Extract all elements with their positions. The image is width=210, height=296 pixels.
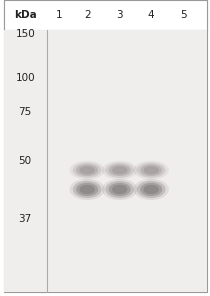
FancyBboxPatch shape [4, 0, 207, 30]
Text: 75: 75 [18, 107, 32, 118]
Ellipse shape [73, 163, 101, 178]
Text: 3: 3 [116, 10, 123, 20]
Ellipse shape [112, 185, 127, 194]
Ellipse shape [79, 166, 95, 174]
Ellipse shape [105, 181, 134, 198]
Ellipse shape [109, 164, 131, 176]
Ellipse shape [137, 163, 165, 178]
Ellipse shape [109, 183, 131, 196]
FancyBboxPatch shape [4, 30, 207, 292]
Text: 37: 37 [18, 214, 32, 224]
Ellipse shape [137, 181, 165, 198]
Text: kDa: kDa [14, 10, 37, 20]
Ellipse shape [143, 185, 159, 194]
Ellipse shape [79, 185, 95, 194]
Ellipse shape [70, 161, 105, 180]
Text: 2: 2 [84, 10, 91, 20]
Ellipse shape [102, 179, 137, 200]
Text: 1: 1 [55, 10, 62, 20]
Text: 4: 4 [148, 10, 155, 20]
Text: 50: 50 [19, 156, 32, 166]
Text: 100: 100 [15, 73, 35, 83]
Text: 5: 5 [180, 10, 187, 20]
Ellipse shape [76, 164, 98, 176]
Ellipse shape [70, 179, 105, 200]
FancyBboxPatch shape [4, 0, 207, 292]
Ellipse shape [105, 163, 134, 178]
Ellipse shape [134, 179, 169, 200]
Ellipse shape [140, 183, 162, 196]
Ellipse shape [140, 164, 162, 176]
Ellipse shape [76, 183, 98, 196]
Text: 150: 150 [15, 29, 35, 39]
Ellipse shape [112, 166, 127, 174]
Ellipse shape [73, 181, 101, 198]
Ellipse shape [102, 161, 137, 180]
Ellipse shape [143, 166, 159, 174]
Ellipse shape [134, 161, 169, 180]
